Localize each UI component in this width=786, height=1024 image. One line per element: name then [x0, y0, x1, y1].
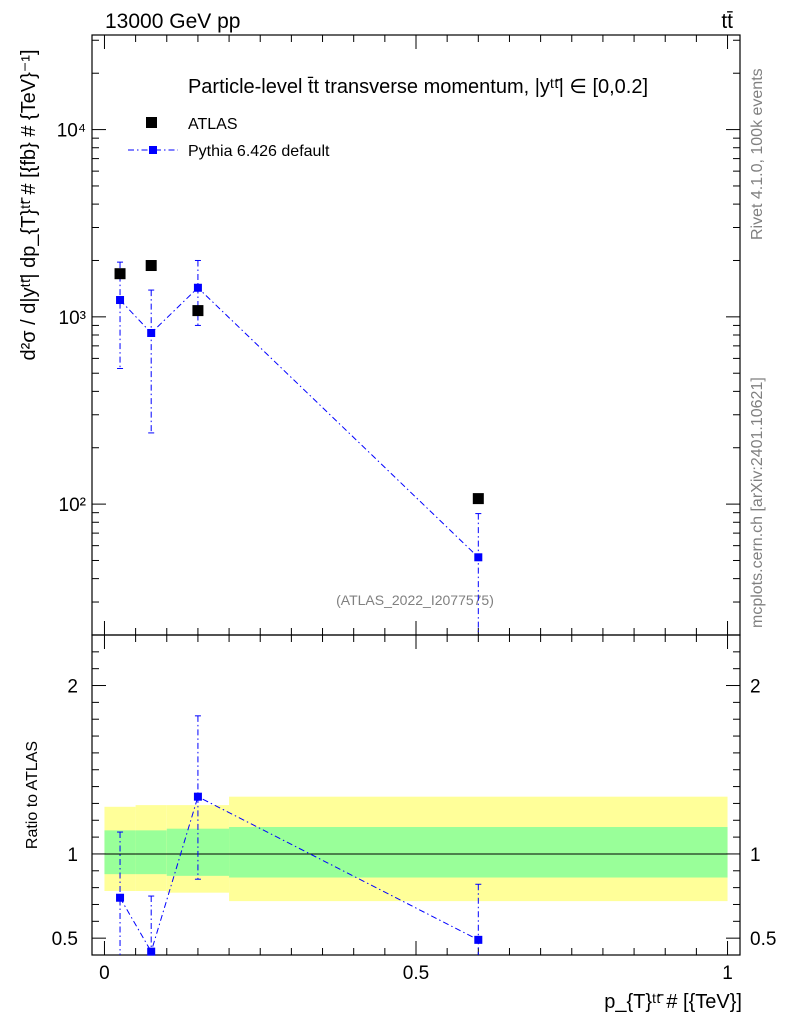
ratio-y-tick-label-right: 2	[750, 677, 761, 698]
legend-atlas-label: ATLAS	[188, 116, 238, 133]
ratio-y-tick-label: 2	[67, 677, 78, 698]
header-right: tt̄	[721, 10, 733, 33]
ratio-y-tick-label: 1	[67, 845, 78, 866]
ratio-panel: Ratio to ATLAS p_{T}ᵗᵗ̄ # [{TeV}] 0 0.5 10…	[24, 634, 776, 1013]
legend-pythia-marker	[149, 146, 157, 154]
ratio-y-tick-label-right: 0.5	[750, 929, 776, 950]
ratio-point	[147, 947, 156, 956]
mcplots-label: mcplots.cern.ch [arXiv:2401.10621]	[749, 377, 766, 628]
x-tick-label: 0.5	[403, 963, 429, 984]
ratio-line	[119, 795, 479, 953]
header-left: 13000 GeV pp	[105, 10, 240, 33]
x-tick-label: 0	[99, 963, 110, 984]
atlas-point	[145, 260, 157, 272]
watermark: (ATLAS_2022_I2077575)	[336, 592, 494, 608]
legend: ATLAS Pythia 6.426 default	[128, 116, 330, 160]
ratio-point	[116, 893, 125, 902]
legend-pythia-label: Pythia 6.426 default	[188, 143, 330, 160]
x-tick-label: 1	[722, 963, 733, 984]
ratio-y-axis-label: Ratio to ATLAS	[24, 741, 41, 849]
main-y-tick-label: 10⁴	[57, 121, 86, 142]
ratio-y-tick-label-right: 1	[750, 845, 761, 866]
rivet-label: Rivet 4.1.0, 100k events	[749, 68, 766, 240]
atlas-point	[472, 493, 484, 505]
legend-atlas-marker	[146, 117, 157, 128]
x-axis-label: p_{T}ᵗᵗ̄ # [{TeV}]	[604, 991, 742, 1013]
pythia-point	[147, 328, 156, 337]
pythia-line	[119, 287, 479, 558]
atlas-point	[192, 305, 204, 317]
main-y-axis-label: d²σ / d|yᵗᵗ̄| dp_{T}ᵗᵗ̄ # [{fb} # {TeV}⁻…	[18, 49, 40, 360]
ratio-band-inner	[135, 830, 167, 875]
pythia-point	[193, 283, 202, 292]
pythia-point	[116, 296, 125, 305]
ratio-y-tick-label: 0.5	[52, 929, 78, 950]
atlas-point	[114, 268, 126, 280]
ratio-frame	[91, 634, 741, 956]
main-title: Particle-level t̄t transverse momentum, …	[188, 76, 648, 98]
ratio-point	[193, 792, 202, 801]
main-y-tick-label: 10²	[59, 495, 86, 516]
main-panel: Particle-level t̄t transverse momentum, …	[18, 34, 741, 636]
ratio-band-inner	[229, 827, 728, 878]
main-y-tick-label: 10³	[59, 308, 86, 329]
ratio-point	[474, 935, 483, 944]
pythia-point	[474, 553, 483, 562]
